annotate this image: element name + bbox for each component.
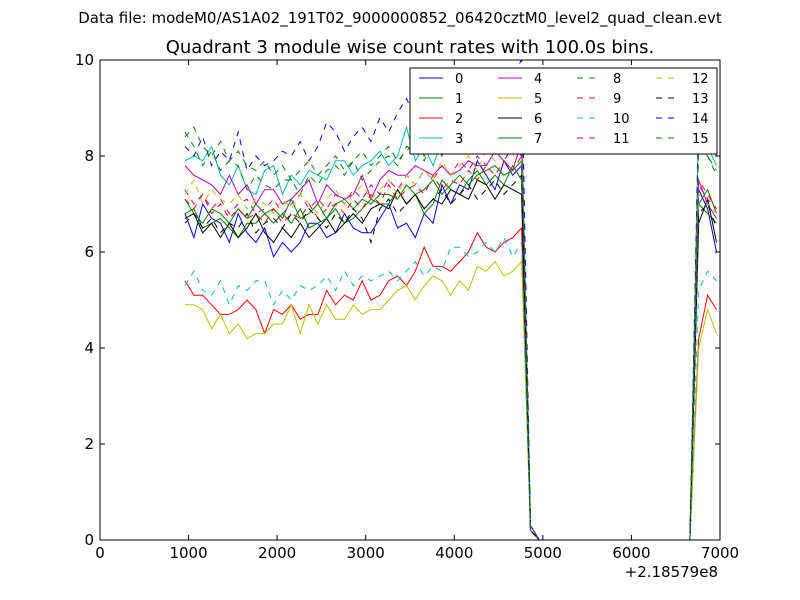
y-tick-label: 4 bbox=[84, 339, 94, 357]
chart-title: Quadrant 3 module wise count rates with … bbox=[166, 37, 655, 58]
legend-label-13: 13 bbox=[692, 92, 709, 107]
series-line-0 bbox=[184, 159, 717, 540]
legend-label-3: 3 bbox=[455, 132, 463, 147]
legend-label-6: 6 bbox=[534, 112, 542, 127]
x-tick-label: 1000 bbox=[169, 544, 207, 562]
legend-label-7: 7 bbox=[534, 132, 542, 147]
legend-label-14: 14 bbox=[692, 112, 709, 127]
legend-label-1: 1 bbox=[455, 92, 463, 107]
legend-label-12: 12 bbox=[692, 72, 709, 87]
legend-label-10: 10 bbox=[613, 112, 630, 127]
series-line-1 bbox=[184, 164, 717, 540]
legend-label-5: 5 bbox=[534, 92, 542, 107]
series-line-9 bbox=[184, 154, 717, 540]
legend-label-8: 8 bbox=[613, 72, 621, 87]
x-tick-label: 4000 bbox=[435, 544, 473, 562]
legend-label-2: 2 bbox=[455, 112, 463, 127]
y-tick-label: 10 bbox=[75, 51, 94, 69]
series-line-11 bbox=[184, 145, 717, 540]
series-line-4 bbox=[184, 141, 717, 540]
x-tick-label: 6000 bbox=[612, 544, 650, 562]
plot-frame bbox=[99, 59, 721, 541]
y-tick-label: 8 bbox=[84, 147, 94, 165]
series-line-6 bbox=[184, 179, 717, 540]
series-line-10 bbox=[184, 236, 717, 540]
series-line-5 bbox=[185, 260, 717, 540]
series-line-13 bbox=[184, 173, 717, 540]
legend-label-0: 0 bbox=[455, 72, 463, 87]
x-tick-label: 7000 bbox=[701, 544, 739, 562]
chart-supertitle: Data file: modeM0/AS1A02_191T02_90000008… bbox=[78, 9, 722, 28]
x-offset-label: +2.18579e8 bbox=[625, 563, 718, 581]
legend-label-15: 15 bbox=[692, 132, 709, 147]
legend-label-11: 11 bbox=[613, 132, 630, 147]
series-line-12 bbox=[184, 139, 717, 540]
y-tick-label: 2 bbox=[84, 435, 94, 453]
series-line-3 bbox=[184, 97, 717, 540]
series-line-8 bbox=[184, 111, 717, 540]
legend-box bbox=[409, 67, 718, 155]
x-tick-label: 5000 bbox=[524, 544, 562, 562]
y-tick-label: 6 bbox=[84, 243, 94, 261]
series-line-15 bbox=[184, 116, 717, 540]
legend-label-9: 9 bbox=[613, 92, 621, 107]
legend-label-4: 4 bbox=[534, 72, 542, 87]
x-tick-label: 2000 bbox=[258, 544, 296, 562]
series-line-7 bbox=[184, 159, 717, 540]
y-tick-label: 0 bbox=[84, 531, 94, 549]
x-tick-label: 0 bbox=[95, 544, 105, 562]
series-line-2 bbox=[184, 226, 717, 540]
x-tick-label: 3000 bbox=[347, 544, 385, 562]
